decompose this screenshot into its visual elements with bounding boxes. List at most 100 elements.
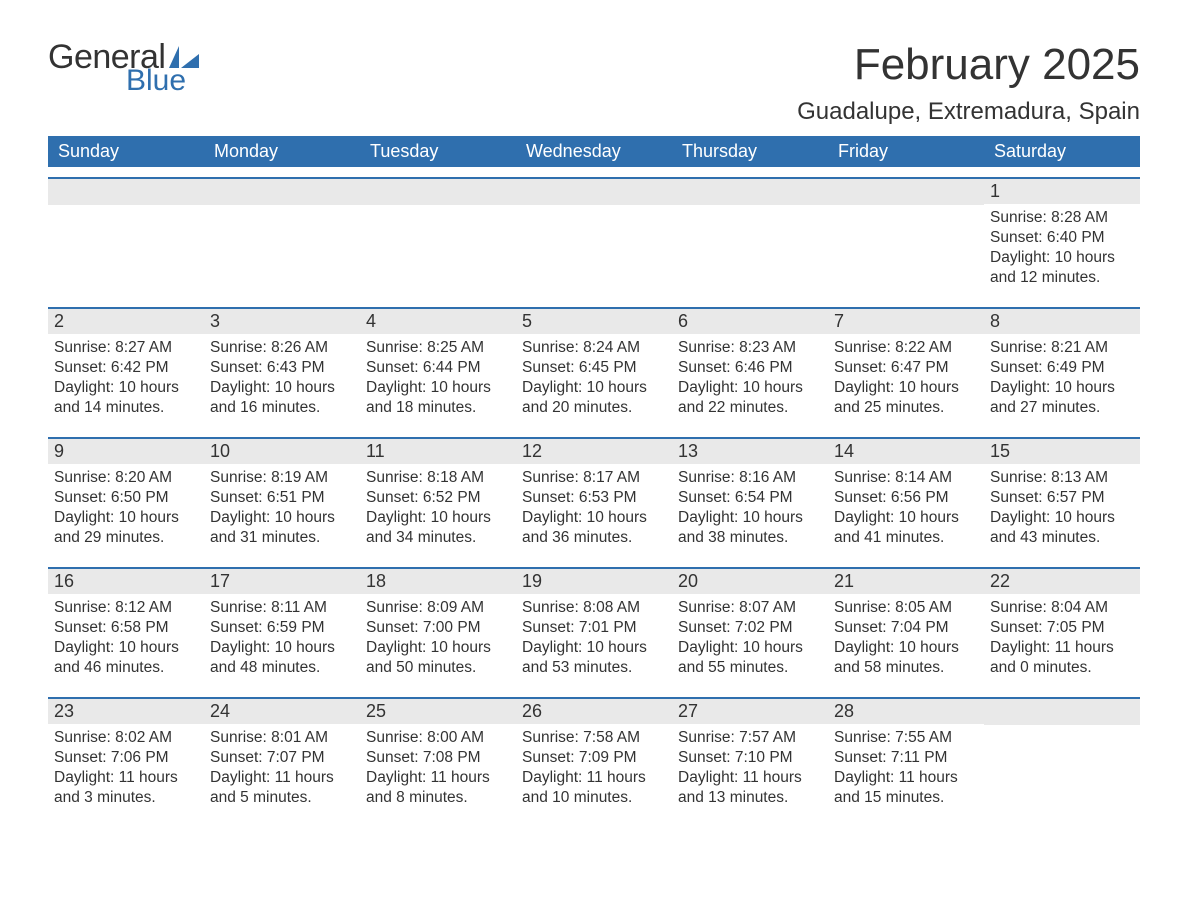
day-info: Sunrise: 8:12 AMSunset: 6:58 PMDaylight:… — [48, 594, 204, 679]
daylight-text: Daylight: 10 hours and 31 minutes. — [210, 508, 354, 548]
sunrise-text: Sunrise: 8:17 AM — [522, 468, 666, 488]
logo-text-blue: Blue — [126, 66, 199, 96]
week-row: 16Sunrise: 8:12 AMSunset: 6:58 PMDayligh… — [48, 567, 1140, 687]
sunset-text: Sunset: 6:50 PM — [54, 488, 198, 508]
sunrise-text: Sunrise: 8:11 AM — [210, 598, 354, 618]
daylight-text: Daylight: 10 hours and 14 minutes. — [54, 378, 198, 418]
sunrise-text: Sunrise: 8:18 AM — [366, 468, 510, 488]
day-cell: 5Sunrise: 8:24 AMSunset: 6:45 PMDaylight… — [516, 309, 672, 427]
day-number: 2 — [48, 309, 204, 334]
day-cell: 12Sunrise: 8:17 AMSunset: 6:53 PMDayligh… — [516, 439, 672, 557]
day-cell: 16Sunrise: 8:12 AMSunset: 6:58 PMDayligh… — [48, 569, 204, 687]
day-info: Sunrise: 8:11 AMSunset: 6:59 PMDaylight:… — [204, 594, 360, 679]
day-cell — [984, 699, 1140, 815]
day-number: 5 — [516, 309, 672, 334]
sunrise-text: Sunrise: 7:58 AM — [522, 728, 666, 748]
daylight-text: Daylight: 10 hours and 53 minutes. — [522, 638, 666, 678]
sunset-text: Sunset: 7:08 PM — [366, 748, 510, 768]
daylight-text: Daylight: 10 hours and 22 minutes. — [678, 378, 822, 418]
sunrise-text: Sunrise: 8:00 AM — [366, 728, 510, 748]
weekday-header: Monday — [204, 136, 360, 167]
day-info: Sunrise: 8:00 AMSunset: 7:08 PMDaylight:… — [360, 724, 516, 809]
day-number: 8 — [984, 309, 1140, 334]
sunset-text: Sunset: 7:01 PM — [522, 618, 666, 638]
daylight-text: Daylight: 11 hours and 5 minutes. — [210, 768, 354, 808]
day-cell: 13Sunrise: 8:16 AMSunset: 6:54 PMDayligh… — [672, 439, 828, 557]
day-cell — [828, 179, 984, 297]
day-cell: 3Sunrise: 8:26 AMSunset: 6:43 PMDaylight… — [204, 309, 360, 427]
daylight-text: Daylight: 10 hours and 20 minutes. — [522, 378, 666, 418]
day-cell: 1Sunrise: 8:28 AMSunset: 6:40 PMDaylight… — [984, 179, 1140, 297]
day-cell — [516, 179, 672, 297]
day-number — [204, 179, 360, 205]
sunrise-text: Sunrise: 8:27 AM — [54, 338, 198, 358]
day-info: Sunrise: 8:19 AMSunset: 6:51 PMDaylight:… — [204, 464, 360, 549]
day-number — [984, 699, 1140, 725]
day-cell: 15Sunrise: 8:13 AMSunset: 6:57 PMDayligh… — [984, 439, 1140, 557]
week-row: 1Sunrise: 8:28 AMSunset: 6:40 PMDaylight… — [48, 177, 1140, 297]
day-number: 25 — [360, 699, 516, 724]
day-info: Sunrise: 8:22 AMSunset: 6:47 PMDaylight:… — [828, 334, 984, 419]
day-number: 7 — [828, 309, 984, 334]
daylight-text: Daylight: 10 hours and 27 minutes. — [990, 378, 1134, 418]
day-info: Sunrise: 8:28 AMSunset: 6:40 PMDaylight:… — [984, 204, 1140, 289]
location: Guadalupe, Extremadura, Spain — [797, 98, 1140, 126]
sunrise-text: Sunrise: 8:19 AM — [210, 468, 354, 488]
day-number: 12 — [516, 439, 672, 464]
sunrise-text: Sunrise: 8:28 AM — [990, 208, 1134, 228]
sunrise-text: Sunrise: 8:02 AM — [54, 728, 198, 748]
day-cell: 28Sunrise: 7:55 AMSunset: 7:11 PMDayligh… — [828, 699, 984, 815]
day-cell: 6Sunrise: 8:23 AMSunset: 6:46 PMDaylight… — [672, 309, 828, 427]
title-block: February 2025 Guadalupe, Extremadura, Sp… — [797, 40, 1140, 126]
daylight-text: Daylight: 11 hours and 10 minutes. — [522, 768, 666, 808]
day-info: Sunrise: 8:01 AMSunset: 7:07 PMDaylight:… — [204, 724, 360, 809]
sunset-text: Sunset: 6:43 PM — [210, 358, 354, 378]
day-cell — [204, 179, 360, 297]
day-info: Sunrise: 8:25 AMSunset: 6:44 PMDaylight:… — [360, 334, 516, 419]
daylight-text: Daylight: 11 hours and 3 minutes. — [54, 768, 198, 808]
daylight-text: Daylight: 10 hours and 25 minutes. — [834, 378, 978, 418]
day-cell: 24Sunrise: 8:01 AMSunset: 7:07 PMDayligh… — [204, 699, 360, 815]
day-cell: 25Sunrise: 8:00 AMSunset: 7:08 PMDayligh… — [360, 699, 516, 815]
day-cell: 22Sunrise: 8:04 AMSunset: 7:05 PMDayligh… — [984, 569, 1140, 687]
day-number — [360, 179, 516, 205]
week-row: 2Sunrise: 8:27 AMSunset: 6:42 PMDaylight… — [48, 307, 1140, 427]
daylight-text: Daylight: 10 hours and 29 minutes. — [54, 508, 198, 548]
day-number: 18 — [360, 569, 516, 594]
sunrise-text: Sunrise: 8:25 AM — [366, 338, 510, 358]
day-cell: 7Sunrise: 8:22 AMSunset: 6:47 PMDaylight… — [828, 309, 984, 427]
weekday-header: Wednesday — [516, 136, 672, 167]
day-number: 19 — [516, 569, 672, 594]
sunrise-text: Sunrise: 8:14 AM — [834, 468, 978, 488]
daylight-text: Daylight: 10 hours and 46 minutes. — [54, 638, 198, 678]
sunrise-text: Sunrise: 8:01 AM — [210, 728, 354, 748]
sunrise-text: Sunrise: 8:07 AM — [678, 598, 822, 618]
daylight-text: Daylight: 11 hours and 15 minutes. — [834, 768, 978, 808]
sunset-text: Sunset: 7:05 PM — [990, 618, 1134, 638]
sunset-text: Sunset: 7:06 PM — [54, 748, 198, 768]
sunrise-text: Sunrise: 8:05 AM — [834, 598, 978, 618]
day-number: 10 — [204, 439, 360, 464]
daylight-text: Daylight: 10 hours and 55 minutes. — [678, 638, 822, 678]
day-cell: 27Sunrise: 7:57 AMSunset: 7:10 PMDayligh… — [672, 699, 828, 815]
week-row: 9Sunrise: 8:20 AMSunset: 6:50 PMDaylight… — [48, 437, 1140, 557]
daylight-text: Daylight: 10 hours and 16 minutes. — [210, 378, 354, 418]
calendar: SundayMondayTuesdayWednesdayThursdayFrid… — [48, 136, 1140, 815]
week-row: 23Sunrise: 8:02 AMSunset: 7:06 PMDayligh… — [48, 697, 1140, 815]
sunrise-text: Sunrise: 8:21 AM — [990, 338, 1134, 358]
day-cell — [360, 179, 516, 297]
sunset-text: Sunset: 7:09 PM — [522, 748, 666, 768]
day-number: 22 — [984, 569, 1140, 594]
sunset-text: Sunset: 6:57 PM — [990, 488, 1134, 508]
weekday-header: Saturday — [984, 136, 1140, 167]
day-number: 11 — [360, 439, 516, 464]
day-number: 6 — [672, 309, 828, 334]
day-info: Sunrise: 8:21 AMSunset: 6:49 PMDaylight:… — [984, 334, 1140, 419]
sunset-text: Sunset: 6:52 PM — [366, 488, 510, 508]
sunset-text: Sunset: 6:42 PM — [54, 358, 198, 378]
daylight-text: Daylight: 10 hours and 58 minutes. — [834, 638, 978, 678]
sunrise-text: Sunrise: 7:57 AM — [678, 728, 822, 748]
daylight-text: Daylight: 10 hours and 50 minutes. — [366, 638, 510, 678]
month-title: February 2025 — [797, 40, 1140, 90]
day-cell: 10Sunrise: 8:19 AMSunset: 6:51 PMDayligh… — [204, 439, 360, 557]
